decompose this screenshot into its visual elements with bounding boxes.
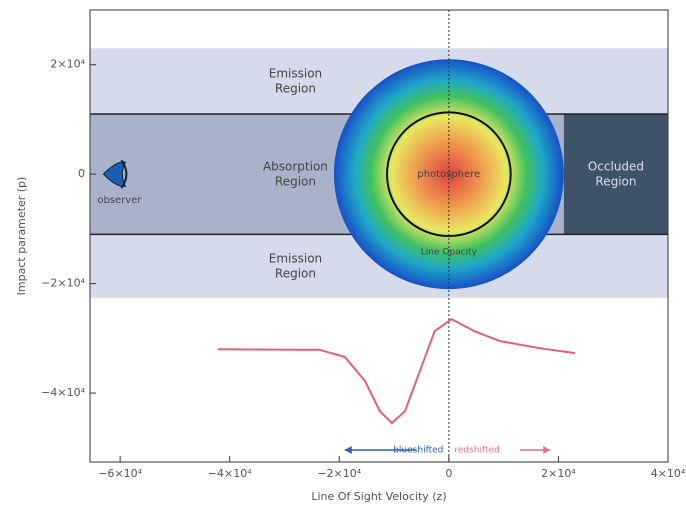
- y-tick-label: 2×10⁴: [50, 58, 85, 71]
- x-tick-label: −6×10⁴: [98, 467, 142, 480]
- y-tick-label: −4×10⁴: [41, 386, 85, 399]
- observer-label: observer: [97, 195, 142, 206]
- red-head: [543, 446, 550, 454]
- x-tick-label: 2×10⁴: [541, 467, 576, 480]
- y-tick-label: −2×10⁴: [41, 277, 85, 290]
- blueshifted-label: blueshifted: [393, 446, 443, 456]
- y-axis-label: Impact parameter (p): [15, 177, 28, 296]
- x-tick-label: −4×10⁴: [208, 467, 252, 480]
- x-tick-label: −2×10⁴: [317, 467, 361, 480]
- x-tick-label: 4×10⁴: [651, 467, 686, 480]
- x-axis-label: Line Of Sight Velocity (z): [311, 490, 446, 503]
- x-tick-label: 0: [445, 467, 452, 480]
- profile-line: [218, 319, 575, 423]
- blue-head: [345, 446, 352, 454]
- chart: Impact parameter (p) Line Of Sight Veloc…: [0, 0, 686, 508]
- redshifted-label: redshifted: [454, 446, 499, 456]
- y-tick-label: 0: [78, 167, 85, 180]
